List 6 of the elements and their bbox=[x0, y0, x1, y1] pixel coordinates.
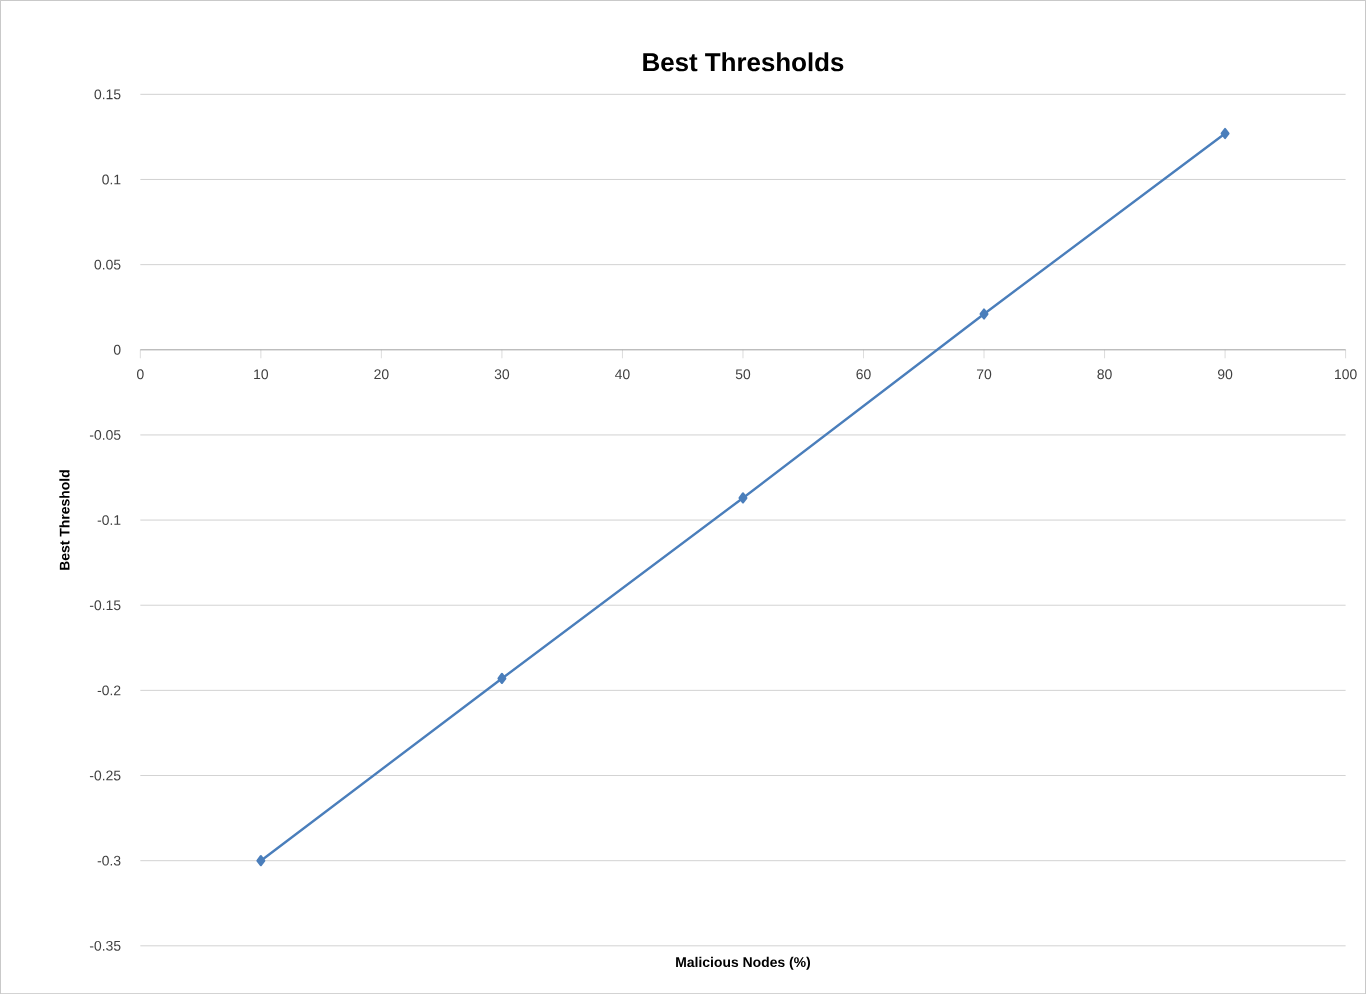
point bbox=[497, 672, 507, 684]
point bbox=[738, 492, 748, 504]
chart-title: Best Thresholds bbox=[643, 52, 844, 72]
point bbox=[979, 308, 989, 320]
point bbox=[1220, 127, 1230, 139]
point bbox=[256, 855, 266, 867]
